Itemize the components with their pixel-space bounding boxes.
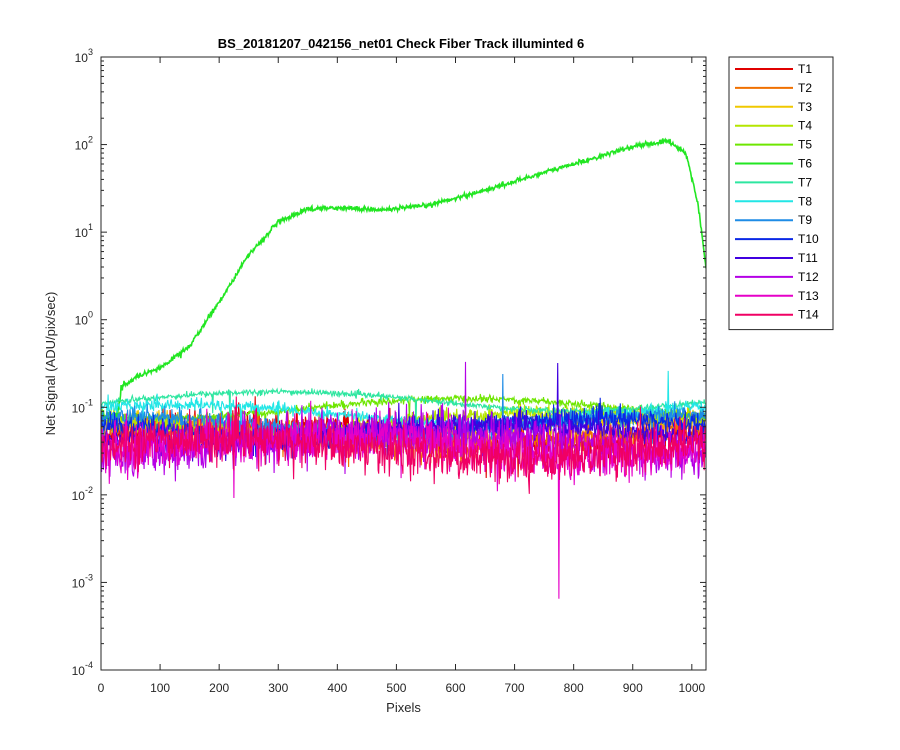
x-tick-label: 800 [564, 681, 584, 695]
legend-label-t9: T9 [798, 213, 812, 227]
legend-label-t10: T10 [798, 232, 819, 246]
y-tick-label: 103 [75, 47, 93, 65]
x-tick-label: 500 [386, 681, 406, 695]
legend-label-t6: T6 [798, 157, 812, 171]
legend-label-t3: T3 [798, 100, 812, 114]
x-tick-label: 700 [505, 681, 525, 695]
legend-label-t1: T1 [798, 62, 812, 76]
x-tick-label: 900 [623, 681, 643, 695]
series-line-t7 [101, 387, 706, 436]
legend-label-t12: T12 [798, 270, 819, 284]
x-axis-label: Pixels [386, 700, 421, 715]
y-tick-label: 101 [75, 222, 93, 240]
x-tick-label: 400 [327, 681, 347, 695]
x-tick-label: 0 [98, 681, 105, 695]
x-tick-label: 100 [150, 681, 170, 695]
x-tick-label: 600 [445, 681, 465, 695]
x-axis: 0 100 200 300 400 500 600 700 800 900 1000 [98, 57, 705, 695]
y-tick-label: 100 [75, 310, 93, 328]
series-lines [101, 137, 706, 599]
axes-frame [100, 56, 707, 671]
x-tick-label: 300 [268, 681, 288, 695]
legend-label-t11: T11 [798, 251, 818, 265]
y-tick-label: 10-4 [72, 660, 93, 678]
legend-label-t4: T4 [798, 119, 812, 133]
y-tick-label: 10-2 [72, 485, 93, 503]
y-tick-label: 10-1 [72, 397, 93, 415]
series-line-t5 [101, 393, 706, 452]
y-axis-label: Net Signal (ADU/pix/sec) [43, 292, 58, 436]
legend-label-t5: T5 [798, 138, 812, 152]
legend-label-t14: T14 [798, 308, 819, 322]
legend-label-t13: T13 [798, 289, 819, 303]
legend-box [728, 56, 834, 331]
series-line-t14 [101, 396, 706, 494]
legend: T1 T2 T3 T4 T5 T6 T7 T8 T9 T10 T11 T12 T13 T14 [728, 56, 834, 331]
x-tick-label: 1000 [678, 681, 705, 695]
chart-title: BS_20181207_042156_net01 Check Fiber Tra… [218, 36, 584, 51]
y-tick-label: 10-3 [72, 572, 93, 590]
legend-label-t2: T2 [798, 81, 812, 95]
series-line-t6 [101, 137, 706, 424]
legend-label-t7: T7 [798, 175, 812, 189]
legend-label-t8: T8 [798, 194, 812, 208]
x-tick-label: 200 [209, 681, 229, 695]
y-tick-label: 102 [75, 135, 93, 153]
y-axis: 10-4 10-3 10-2 10-1 100 101 102 103 [72, 47, 706, 678]
